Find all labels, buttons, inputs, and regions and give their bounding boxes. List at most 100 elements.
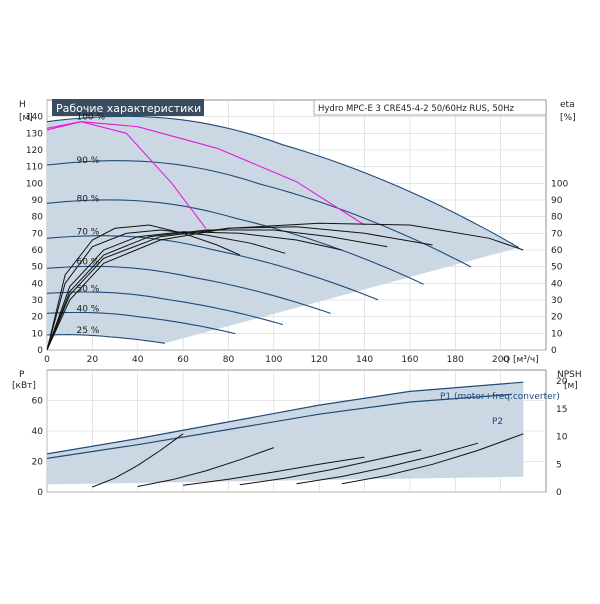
head-curve <box>47 311 236 335</box>
npsh-tick-label: 10 <box>556 433 568 443</box>
y2-axis-ticks: 0 10 20 30 40 50 60 70 80 90 100 <box>551 179 568 356</box>
y2-tick-label: 20 <box>551 313 563 323</box>
y-tick-label: 110 <box>26 163 43 173</box>
head-panel: Рабочие характеристики Hydro MPC-E 3 CRE… <box>19 99 576 365</box>
x-tick-label: 100 <box>265 355 282 365</box>
y2-tick-label: 40 <box>551 279 563 289</box>
power-curve-p1 <box>47 381 524 455</box>
power-panel: P [кВт] NPSH [м] P1 (motor+freq.converte… <box>12 369 582 499</box>
y-tick-label: 50 <box>32 263 44 273</box>
best-efficiency-curves <box>47 121 365 229</box>
y2-axis-label: eta <box>560 100 575 110</box>
power-curves <box>47 381 524 459</box>
power-y-axis-label: P <box>19 370 25 380</box>
x-tick-label: 20 <box>87 355 99 365</box>
npsh-tick-label: 5 <box>556 460 562 470</box>
subtitle-box <box>313 99 547 116</box>
y-tick-label: 140 <box>26 113 43 123</box>
power-y-tick-label: 40 <box>32 427 44 437</box>
x-tick-label: 120 <box>311 355 328 365</box>
y-tick-label: 100 <box>26 179 43 189</box>
series-label-p1: P1 (motor+freq.converter) <box>440 392 560 402</box>
x-tick-label: 180 <box>447 355 464 365</box>
speed-labels: 100 % 90 % 80 % 70 % 60 % 50 % 40 % 25 % <box>76 113 105 336</box>
x-tick-label: 160 <box>401 355 418 365</box>
y-axis-ticks: 0 10 20 30 40 50 60 70 80 90 100 110 120 130 140 <box>26 113 43 356</box>
npsh-tick-label: 20 <box>556 377 568 387</box>
speed-label: 80 % <box>76 194 99 204</box>
head-curve <box>47 334 165 344</box>
series-label-p2: P2 <box>492 417 503 427</box>
npsh-curve <box>137 447 274 487</box>
speed-label: 25 % <box>76 326 99 336</box>
y2-tick-label: 90 <box>551 196 563 206</box>
power-y-tick-label: 60 <box>32 397 44 407</box>
efficiency-curve <box>47 231 343 350</box>
y2-tick-label: 80 <box>551 213 563 223</box>
head-curves <box>47 115 520 344</box>
y-tick-label: 120 <box>26 146 43 156</box>
x-axis-label: Q [м³/ч] <box>503 355 539 365</box>
head-curve <box>47 115 520 249</box>
head-curve <box>47 199 424 285</box>
speed-label: 90 % <box>76 156 99 166</box>
y-tick-label: 80 <box>32 213 44 223</box>
npsh-axis-label: NPSH <box>557 370 582 380</box>
npsh-axis-unit: [м] <box>564 381 578 391</box>
power-y-tick-label: 20 <box>32 458 44 468</box>
x-tick-label: 0 <box>44 355 50 365</box>
y-tick-label: 70 <box>32 229 44 239</box>
head-operating-range-band <box>47 116 519 344</box>
best-efficiency-line <box>47 121 365 226</box>
y2-axis-unit: [%] <box>560 113 576 123</box>
y2-tick-label: 60 <box>551 246 563 256</box>
y-axis-unit: [м] <box>19 113 33 123</box>
x-axis-ticks: 0 20 40 60 80 100 120 140 160 180 200 <box>44 355 509 365</box>
npsh-curves <box>92 433 524 488</box>
speed-label: 70 % <box>76 228 99 238</box>
npsh-tick-label: 0 <box>556 488 562 498</box>
y-axis-label: H <box>19 100 26 110</box>
y2-tick-label: 10 <box>551 329 563 339</box>
power-curve-p2 <box>47 393 513 459</box>
best-efficiency-line <box>47 121 207 229</box>
npsh-curve <box>239 449 422 486</box>
efficiency-curve <box>47 229 388 350</box>
y-tick-label: 20 <box>32 313 44 323</box>
efficiency-curves <box>47 222 524 350</box>
npsh-curve <box>341 433 524 485</box>
head-curve <box>47 160 472 268</box>
npsh-tick-label: 15 <box>556 405 567 415</box>
power-y-axis-ticks: 0 20 40 60 <box>32 397 44 499</box>
y-tick-label: 30 <box>32 296 44 306</box>
y2-tick-label: 100 <box>551 179 568 189</box>
x-tick-label: 40 <box>132 355 144 365</box>
y2-tick-label: 0 <box>551 346 557 356</box>
head-curve <box>47 265 331 314</box>
y2-tick-label: 70 <box>551 229 563 239</box>
y-tick-label: 40 <box>32 279 44 289</box>
x-tick-label: 140 <box>356 355 373 365</box>
x-tick-label: 80 <box>223 355 235 365</box>
x-tick-label: 200 <box>492 355 509 365</box>
chart-title: Рабочие характеристики <box>56 102 201 115</box>
head-curve <box>47 235 379 301</box>
x-tick-label: 60 <box>177 355 189 365</box>
chart-subtitle: Hydro MPC-E 3 CRE45-4-2 50/60Hz RUS, 50H… <box>318 104 515 114</box>
npsh-axis-ticks: 0 5 10 15 20 <box>556 377 568 498</box>
y2-tick-label: 30 <box>551 296 563 306</box>
power-y-tick-label: 0 <box>37 488 43 498</box>
power-y-axis-unit: [кВт] <box>12 381 36 391</box>
npsh-curve <box>92 433 184 488</box>
y2-tick-label: 50 <box>551 263 563 273</box>
y-tick-label: 60 <box>32 246 44 256</box>
y-tick-label: 0 <box>37 346 43 356</box>
efficiency-curve <box>47 229 286 350</box>
head-curve <box>47 291 284 326</box>
efficiency-curve <box>47 224 241 350</box>
speed-label: 60 % <box>76 258 99 268</box>
y-tick-label: 10 <box>32 329 44 339</box>
speed-label: 100 % <box>76 113 105 123</box>
speed-label: 50 % <box>76 284 99 294</box>
